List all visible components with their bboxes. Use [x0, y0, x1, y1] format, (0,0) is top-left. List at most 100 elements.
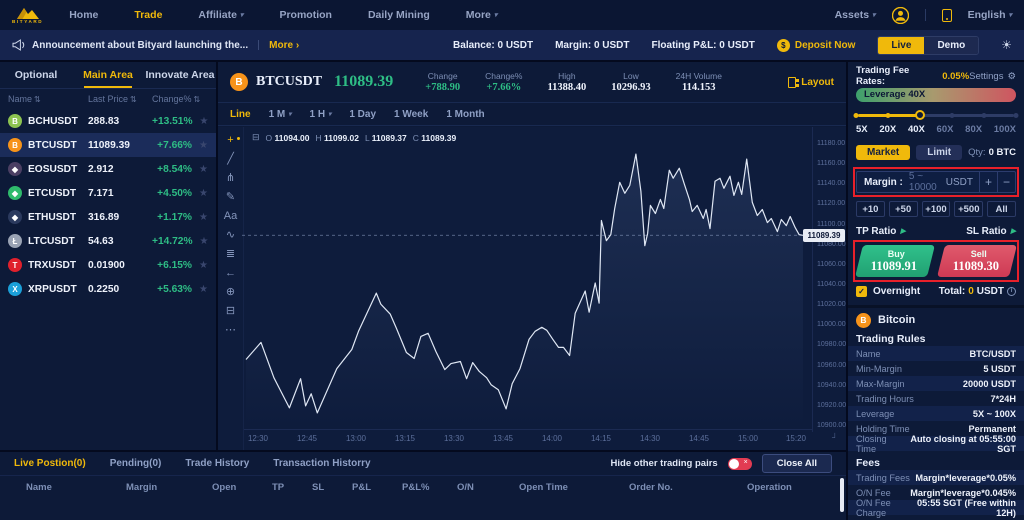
favorite-star-icon[interactable]: ★	[199, 115, 209, 127]
leverage-label-5x[interactable]: 5X	[856, 124, 868, 135]
text-tool[interactable]: Aa	[223, 210, 238, 222]
positions-tab-transaction-historry[interactable]: Transaction Historry	[273, 458, 371, 469]
zoom-in-tool[interactable]: ⊕	[225, 286, 236, 298]
slider-stop-100x[interactable]	[1013, 113, 1019, 118]
overnight-checkbox[interactable]: ✓	[856, 285, 867, 297]
more-tools[interactable]: ⋯	[225, 324, 236, 336]
watchlist-row-eosusdt[interactable]: ◆ EOSUSDT 2.912 +8.54% ★	[0, 157, 216, 181]
quick-amount-10[interactable]: +10	[856, 201, 885, 217]
price-tick-label: 11160.00	[817, 160, 846, 168]
quick-amount-all[interactable]: All	[987, 201, 1016, 217]
favorite-star-icon[interactable]: ★	[199, 139, 208, 151]
nav-item-promotion[interactable]: Promotion	[279, 9, 332, 21]
watchlist-row-ethusdt[interactable]: ◆ ETHUSDT 316.89 +1.17% ★	[0, 205, 216, 229]
theme-toggle-icon[interactable]: ☀	[1001, 38, 1012, 52]
user-avatar[interactable]	[891, 6, 909, 24]
timeframe-1-h[interactable]: 1 H ▾	[310, 109, 332, 120]
leverage-label-60x[interactable]: 60X	[936, 124, 954, 135]
column-header-change[interactable]: Change% ⇅	[152, 94, 200, 104]
slider-stop-80x[interactable]	[981, 113, 987, 118]
column-header-name[interactable]: Name ⇅	[8, 94, 88, 104]
favorite-star-icon[interactable]: ★	[199, 259, 208, 271]
positions-tab-live-postion-0[interactable]: Live Postion(0)	[14, 458, 86, 469]
favorite-star-icon[interactable]: ★	[199, 235, 209, 247]
timeframe-1-day[interactable]: 1 Day	[349, 109, 376, 120]
nav-item-daily-mining[interactable]: Daily Mining	[368, 9, 430, 21]
announcement-more-link[interactable]: More ›	[269, 39, 300, 51]
positions-tab-pending-0[interactable]: Pending(0)	[109, 458, 162, 469]
timeframe-1-week[interactable]: 1 Week	[394, 109, 428, 120]
favorite-star-icon[interactable]: ★	[199, 283, 208, 295]
pitchfork-tool[interactable]: ⋔	[225, 172, 236, 184]
price-line-chart[interactable]	[218, 127, 846, 450]
nav-item-trade[interactable]: Trade	[134, 9, 162, 21]
sell-button[interactable]: Sell 11089.30	[937, 245, 1017, 277]
watchlist-tab-innovate-area[interactable]: Innovate Area	[145, 69, 215, 81]
favorite-star-icon[interactable]: ★	[199, 211, 208, 223]
price-tick-label: 10940.00	[817, 381, 847, 389]
floating-pnl-value: Floating P&L: 0 USDT	[651, 39, 755, 51]
leverage-label-100x[interactable]: 100X	[993, 124, 1016, 135]
timeframe-1-month[interactable]: 1 Month	[446, 109, 484, 120]
quick-amount-50[interactable]: +50	[888, 201, 918, 217]
slider-stop-60x[interactable]	[949, 113, 955, 118]
app-download-icon[interactable]	[941, 8, 952, 22]
collapse-icon[interactable]: ⊟	[252, 132, 260, 142]
timeframe-1-m[interactable]: 1 M ▾	[269, 109, 292, 120]
margin-increase-button[interactable]: +	[979, 172, 997, 192]
nav-item-home[interactable]: Home	[69, 9, 98, 21]
deposit-now-button[interactable]: $ Deposit Now	[776, 38, 855, 52]
layout-button[interactable]: Layout	[788, 76, 834, 88]
favorite-star-icon[interactable]: ★	[199, 163, 208, 175]
watchlist-row-bchusdt[interactable]: B BCHUSDT 288.83 +13.51% ★	[0, 109, 216, 133]
watchlist-row-etcusdt[interactable]: ◆ ETCUSDT 7.171 +4.50% ★	[0, 181, 216, 205]
leverage-slider[interactable]	[853, 110, 1019, 120]
nav-item-more[interactable]: More ▾	[466, 9, 498, 21]
demo-mode-button[interactable]: Demo	[924, 36, 979, 54]
leverage-label-20x[interactable]: 20X	[879, 124, 897, 135]
leverage-label-80x[interactable]: 80X	[965, 124, 983, 135]
brush-tool[interactable]: ✎	[225, 191, 236, 203]
position-tool[interactable]: ≣	[225, 248, 236, 260]
pattern-tool[interactable]: ∿	[225, 229, 236, 241]
watchlist-row-xrpusdt[interactable]: X XRPUSDT 0.2250 +5.63% ★	[0, 277, 216, 301]
buy-button[interactable]: Buy 11089.91	[855, 245, 935, 277]
watchlist-tab-optional[interactable]: Optional	[14, 69, 58, 81]
assets-menu[interactable]: Assets ▾	[835, 9, 876, 21]
trendline-tool[interactable]: ╱	[227, 153, 234, 165]
tp-ratio-button[interactable]: TP Ratio ▶	[856, 225, 906, 237]
quick-amount-500[interactable]: +500	[954, 201, 984, 217]
axis-corner-icon[interactable]: ┘	[832, 433, 838, 442]
slider-knob[interactable]	[915, 110, 925, 120]
scrollbar[interactable]	[840, 478, 844, 512]
positions-tab-trade-history[interactable]: Trade History	[185, 458, 250, 469]
watchlist-row-btcusdt[interactable]: B BTCUSDT 11089.39 +7.66% ★	[0, 133, 216, 157]
hide-pairs-toggle[interactable]: ×	[727, 457, 752, 470]
announcement-text[interactable]: Announcement about Bityard launching the…	[32, 39, 249, 51]
live-mode-button[interactable]: Live	[878, 36, 925, 54]
slider-stop-5x[interactable]	[853, 113, 859, 118]
watchlist-row-ltcusdt[interactable]: Ł LTCUSDT 54.63 +14.72% ★	[0, 229, 216, 253]
order-type-market[interactable]: Market	[856, 144, 911, 160]
margin-input[interactable]: Margin : 5 ~ 10000 USDT + −	[856, 171, 1016, 193]
margin-decrease-button[interactable]: −	[997, 172, 1015, 192]
sl-ratio-button[interactable]: SL Ratio ▶	[966, 225, 1016, 237]
close-all-button[interactable]: Close All	[761, 454, 832, 473]
language-menu[interactable]: English ▾	[968, 9, 1012, 21]
chart-area[interactable]: + ╱ ⋔ ✎ Aa ∿ ≣ ← ⊕ ⊟ ⋯ ⊟ O 11094.00 H 11099.02 L 1108…	[218, 127, 846, 450]
timeframe-line[interactable]: Line	[230, 109, 251, 120]
nav-item-affiliate[interactable]: Affiliate ▾	[198, 9, 243, 21]
hide-marks-tool[interactable]: ←	[225, 267, 236, 279]
watchlist-row-trxusdt[interactable]: T TRXUSDT 0.01900 +6.15% ★	[0, 253, 216, 277]
settings-button[interactable]: Settings ⚙	[969, 70, 1016, 82]
bityard-logo[interactable]: BITYARD	[12, 6, 43, 24]
favorite-star-icon[interactable]: ★	[199, 187, 208, 199]
order-type-limit[interactable]: Limit	[916, 144, 963, 160]
watchlist-tab-main-area[interactable]: Main Area	[72, 62, 144, 88]
leverage-label-40x[interactable]: 40X	[907, 124, 925, 135]
column-header-last-price[interactable]: Last Price ⇅	[88, 94, 152, 104]
slider-stop-20x[interactable]	[885, 113, 891, 118]
measure-tool[interactable]: ⊟	[225, 305, 236, 317]
quick-amount-100[interactable]: +100	[921, 201, 951, 217]
crosshair-tool[interactable]: +	[227, 135, 240, 146]
